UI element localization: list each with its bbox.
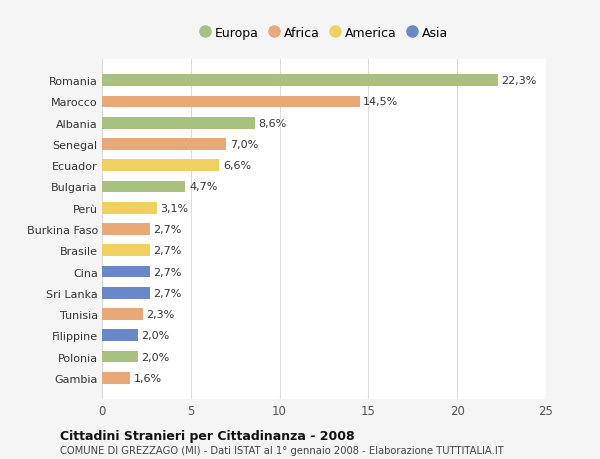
- Text: 7,0%: 7,0%: [230, 140, 258, 150]
- Legend: Europa, Africa, America, Asia: Europa, Africa, America, Asia: [195, 22, 453, 45]
- Bar: [102, 139, 226, 151]
- Bar: [102, 266, 150, 278]
- Bar: [102, 245, 150, 257]
- Text: 2,7%: 2,7%: [154, 288, 182, 298]
- Bar: [102, 118, 255, 129]
- Text: 2,7%: 2,7%: [154, 267, 182, 277]
- Text: 2,7%: 2,7%: [154, 246, 182, 256]
- Text: COMUNE DI GREZZAGO (MI) - Dati ISTAT al 1° gennaio 2008 - Elaborazione TUTTITALI: COMUNE DI GREZZAGO (MI) - Dati ISTAT al …: [60, 445, 504, 455]
- Text: Cittadini Stranieri per Cittadinanza - 2008: Cittadini Stranieri per Cittadinanza - 2…: [60, 429, 355, 442]
- Bar: [102, 75, 498, 87]
- Bar: [102, 372, 130, 384]
- Text: 6,6%: 6,6%: [223, 161, 251, 171]
- Bar: [102, 96, 359, 108]
- Text: 4,7%: 4,7%: [189, 182, 217, 192]
- Text: 2,0%: 2,0%: [141, 330, 169, 341]
- Text: 22,3%: 22,3%: [502, 76, 537, 86]
- Bar: [102, 330, 137, 341]
- Bar: [102, 181, 185, 193]
- Bar: [102, 202, 157, 214]
- Text: 14,5%: 14,5%: [363, 97, 398, 107]
- Text: 3,1%: 3,1%: [161, 203, 189, 213]
- Bar: [102, 160, 219, 172]
- Bar: [102, 351, 137, 363]
- Bar: [102, 308, 143, 320]
- Text: 1,6%: 1,6%: [134, 373, 162, 383]
- Bar: [102, 224, 150, 235]
- Text: 2,0%: 2,0%: [141, 352, 169, 362]
- Text: 2,7%: 2,7%: [154, 224, 182, 235]
- Bar: [102, 287, 150, 299]
- Text: 8,6%: 8,6%: [258, 118, 287, 129]
- Text: 2,3%: 2,3%: [146, 309, 175, 319]
